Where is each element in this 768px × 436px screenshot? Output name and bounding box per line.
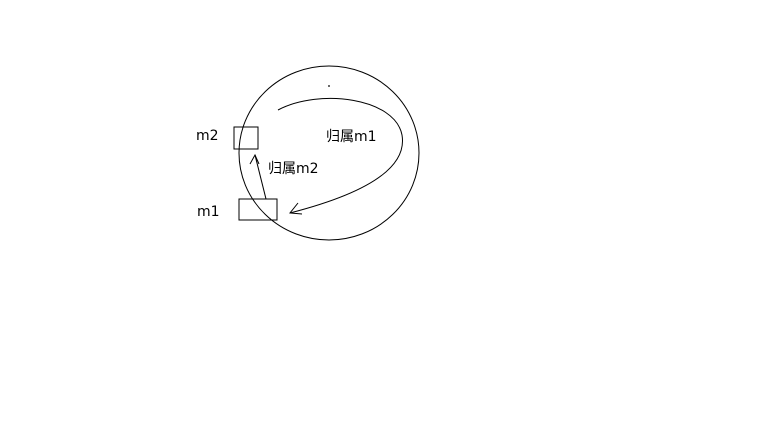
box-m1 <box>238 198 278 221</box>
dot-mark <box>328 85 330 87</box>
curve-arrow-belongs-m1 <box>277 98 403 214</box>
short-arrowhead <box>249 153 260 165</box>
arrow-belongs-m2 <box>254 154 267 200</box>
label-belongs-m2: 归属m2 <box>268 160 319 177</box>
scope-circle <box>238 65 420 241</box>
label-m1: m1 <box>197 204 220 220</box>
label-m2: m2 <box>196 128 219 144</box>
curve-arrowhead <box>289 202 303 215</box>
box-m2 <box>233 126 259 150</box>
label-belongs-m1: 归属m1 <box>326 128 377 145</box>
